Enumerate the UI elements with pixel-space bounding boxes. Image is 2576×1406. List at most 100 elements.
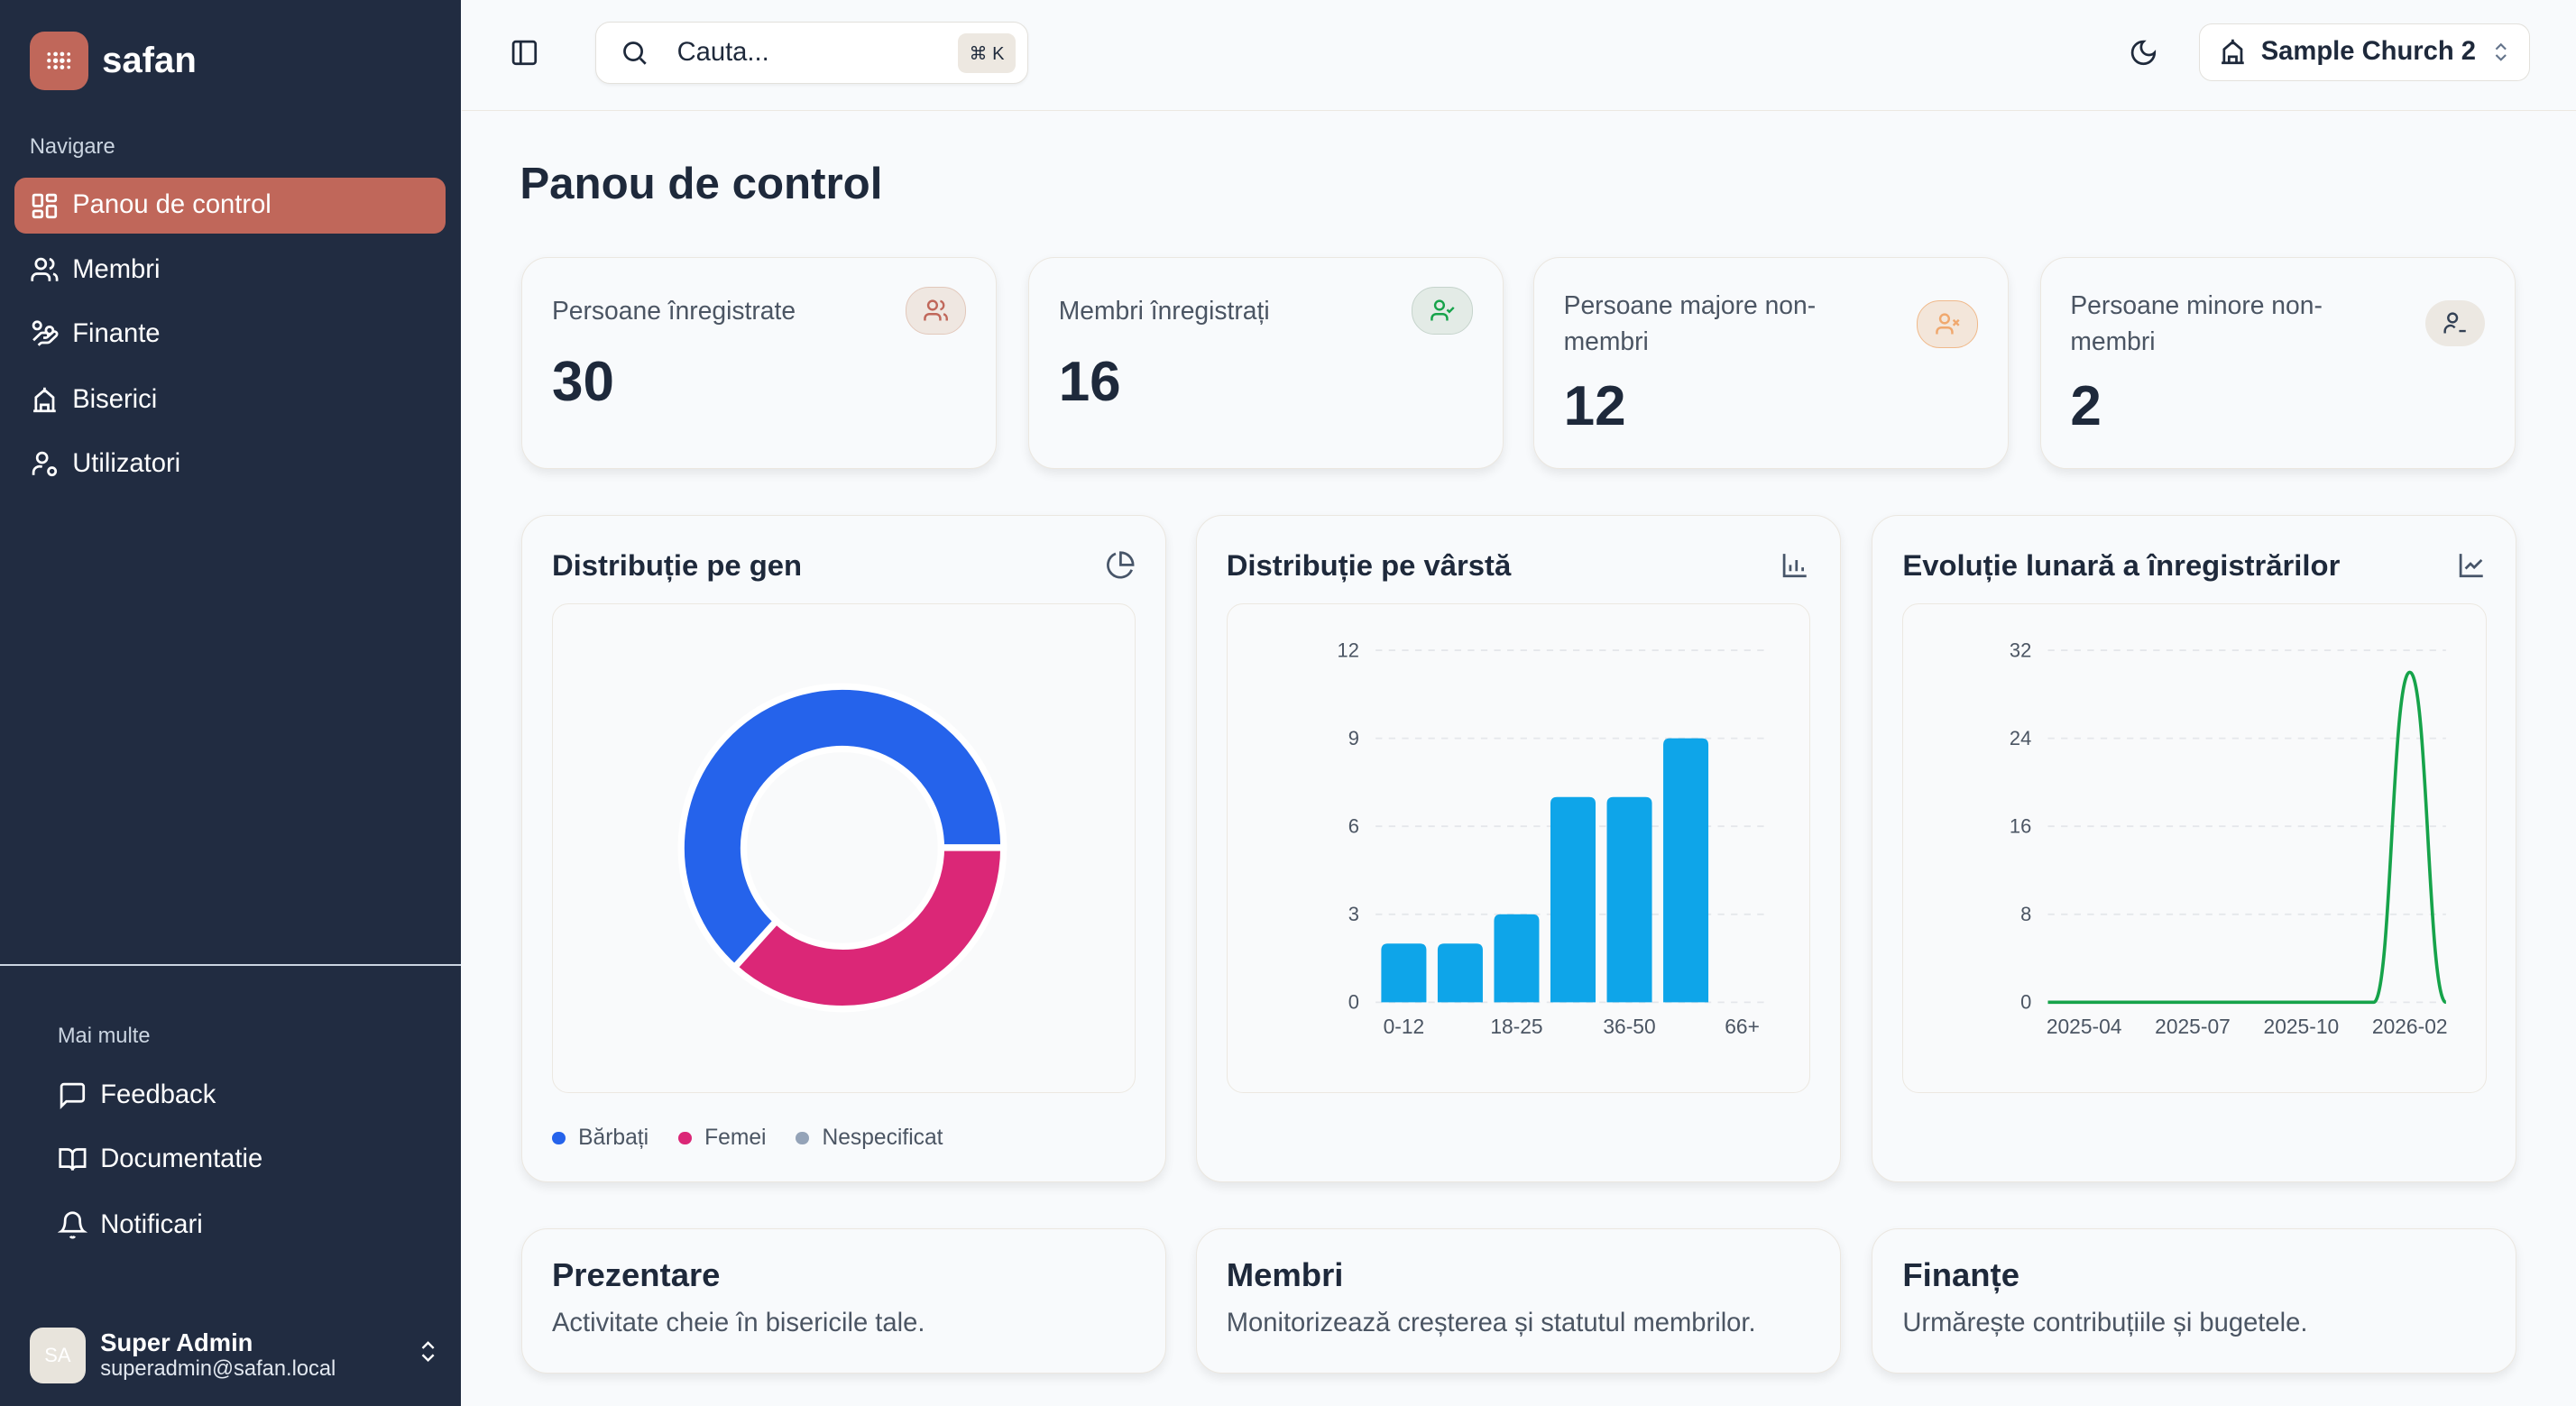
age-chart-card: Distribuție pe vârstă 0 3 6 9 12 0-12 18-25 36-… (1195, 514, 1841, 1183)
x-tick-label: 18-25 (1490, 1015, 1542, 1038)
stat-card-membri: Membri înregistrați 16 (1027, 256, 1504, 469)
user-minus-icon (2425, 299, 2485, 346)
gender-donut-chart (677, 683, 1007, 1012)
search-input[interactable]: Cauta... ⌘ K (595, 21, 1029, 85)
legend-item[interactable]: Femei (677, 1126, 766, 1151)
monthly-chart-card: Evoluție lunară a înregistrărilor 0 8 16 24… (1872, 514, 2517, 1183)
church-selector[interactable]: Sample Church 2 (2199, 23, 2530, 81)
stat-value: 30 (551, 350, 614, 413)
chevrons-up-down-icon (2489, 41, 2513, 64)
sidebar-toggle-icon[interactable] (510, 38, 539, 75)
y-tick-label: 32 (2010, 639, 2031, 661)
legend-label: Nespecificat (822, 1126, 943, 1151)
brand-name: safan (102, 39, 197, 80)
stat-card-majore: Persoane majore non-membri 12 (1532, 256, 2009, 469)
sidebar-item-membri[interactable]: Membri (14, 242, 446, 298)
x-tick-label: 2025-07 (2155, 1015, 2231, 1038)
y-tick-label: 12 (1337, 639, 1358, 661)
user-cog-icon (30, 449, 60, 479)
user-x-icon (1917, 299, 1979, 348)
x-tick-label: 2025-10 (2264, 1015, 2340, 1038)
legend-item[interactable]: Bărbați (551, 1126, 649, 1151)
chart-area: 0 8 16 24 32 2025-04 2025-07 2025-10 2026-02 (1902, 602, 2487, 1093)
y-tick-label: 6 (1348, 814, 1358, 837)
sidebar-item-label: Documentatie (100, 1144, 263, 1174)
bar-chart-icon (1780, 550, 1813, 583)
info-card-finante[interactable]: Finanțe Urmărește contribuțiile și buget… (1872, 1228, 2517, 1374)
chevrons-up-down-icon (415, 1338, 441, 1372)
stat-card-minore: Persoane minore non-membri 2 (2039, 256, 2516, 469)
donut-slice (730, 843, 1007, 1012)
sidebar-item-label: Panou de control (72, 190, 271, 220)
line-series (2047, 670, 2448, 1004)
info-subtitle: Activitate cheie în bisericile tale. (551, 1308, 925, 1337)
monthly-line-chart: 0 8 16 24 32 2025-04 2025-07 2025-10 2026-02 (2010, 639, 2448, 1038)
sidebar-item-biserici[interactable]: Biserici (14, 372, 446, 427)
book-open-icon (58, 1144, 87, 1174)
chart-area: 0 3 6 9 12 0-12 18-25 36-50 66+ (1226, 602, 1811, 1093)
stat-card-persoane: Persoane înregistrate 30 (521, 256, 998, 469)
sidebar-item-label: Finante (72, 318, 161, 348)
stat-label: Persoane majore non-membri (1563, 290, 1817, 356)
chart-title: Distribuție pe gen (551, 548, 803, 583)
legend-dot (796, 1131, 809, 1145)
shortcut-badge: ⌘ K (957, 33, 1017, 74)
church-name: Sample Church 2 (2260, 37, 2477, 67)
message-square-icon (58, 1080, 87, 1110)
info-card-membri[interactable]: Membri Monitorizează creșterea și statut… (1195, 1228, 1841, 1374)
search-placeholder: Cauta... (676, 37, 769, 67)
x-tick-label: 0-12 (1383, 1015, 1424, 1038)
avatar: SA (29, 1327, 86, 1383)
sidebar-item-label: Notificari (100, 1210, 203, 1240)
bar (1381, 942, 1427, 1002)
stat-value: 16 (1058, 350, 1121, 413)
sidebar-item-feedback[interactable]: Feedback (42, 1068, 446, 1124)
y-tick-label: 0 (1348, 990, 1358, 1013)
page-title: Panou de control (520, 159, 883, 209)
sidebar-item-label: Feedback (100, 1080, 216, 1110)
dashboard-icon (30, 191, 60, 221)
bar (1606, 796, 1652, 1002)
users-icon (30, 255, 60, 285)
info-title: Finanțe (1902, 1255, 2019, 1293)
y-tick-label: 3 (1348, 903, 1358, 925)
x-tick-label: 2026-02 (2372, 1015, 2448, 1038)
sidebar-item-finante[interactable]: Finante (14, 306, 446, 362)
info-title: Prezentare (551, 1255, 721, 1293)
user-email: superadmin@safan.local (100, 1357, 336, 1382)
bell-icon (57, 1210, 87, 1240)
chart-title: Distribuție pe vârstă (1226, 548, 1512, 583)
stat-label: Membri înregistrați (1058, 295, 1270, 325)
legend-dot (551, 1131, 566, 1145)
info-title: Membri (1226, 1255, 1344, 1293)
sidebar-item-dashboard[interactable]: Panou de control (14, 177, 446, 234)
hand-coins-icon (30, 319, 60, 349)
legend-label: Bărbați (578, 1126, 649, 1151)
info-subtitle: Monitorizează creșterea și statutul memb… (1226, 1308, 1756, 1337)
user-name: Super Admin (100, 1328, 253, 1357)
y-tick-label: 9 (1348, 726, 1358, 749)
legend-item[interactable]: Nespecificat (796, 1126, 943, 1151)
sidebar: safan Navigare Panou de control Membri F… (0, 0, 461, 1406)
sidebar-item-utilizatori[interactable]: Utilizatori (14, 436, 446, 492)
sidebar-item-documentatie[interactable]: Documentatie (42, 1132, 446, 1188)
sidebar-item-notificari[interactable]: Notificari (42, 1198, 446, 1254)
bar (1494, 914, 1540, 1002)
bar (1437, 942, 1483, 1002)
logo-icon[interactable] (29, 31, 89, 91)
chart-area (551, 602, 1136, 1093)
y-tick-label: 24 (2010, 726, 2031, 749)
sidebar-item-label: Utilizatori (72, 448, 181, 478)
legend-dot (677, 1131, 692, 1145)
user-check-icon (1412, 287, 1474, 335)
info-card-prezentare[interactable]: Prezentare Activitate cheie în bisericil… (521, 1228, 1167, 1374)
bar (1662, 738, 1708, 1002)
sidebar-item-label: Biserici (72, 384, 158, 414)
church-icon (30, 385, 60, 415)
line-chart-icon (2457, 550, 2489, 583)
y-tick-label: 16 (2010, 814, 2031, 837)
moon-icon[interactable] (2129, 38, 2158, 75)
chart-legend: Bărbați Femei Nespecificat (551, 1126, 943, 1151)
user-menu[interactable]: SA Super Admin superadmin@safan.local (29, 1326, 441, 1385)
users-icon (905, 287, 967, 335)
